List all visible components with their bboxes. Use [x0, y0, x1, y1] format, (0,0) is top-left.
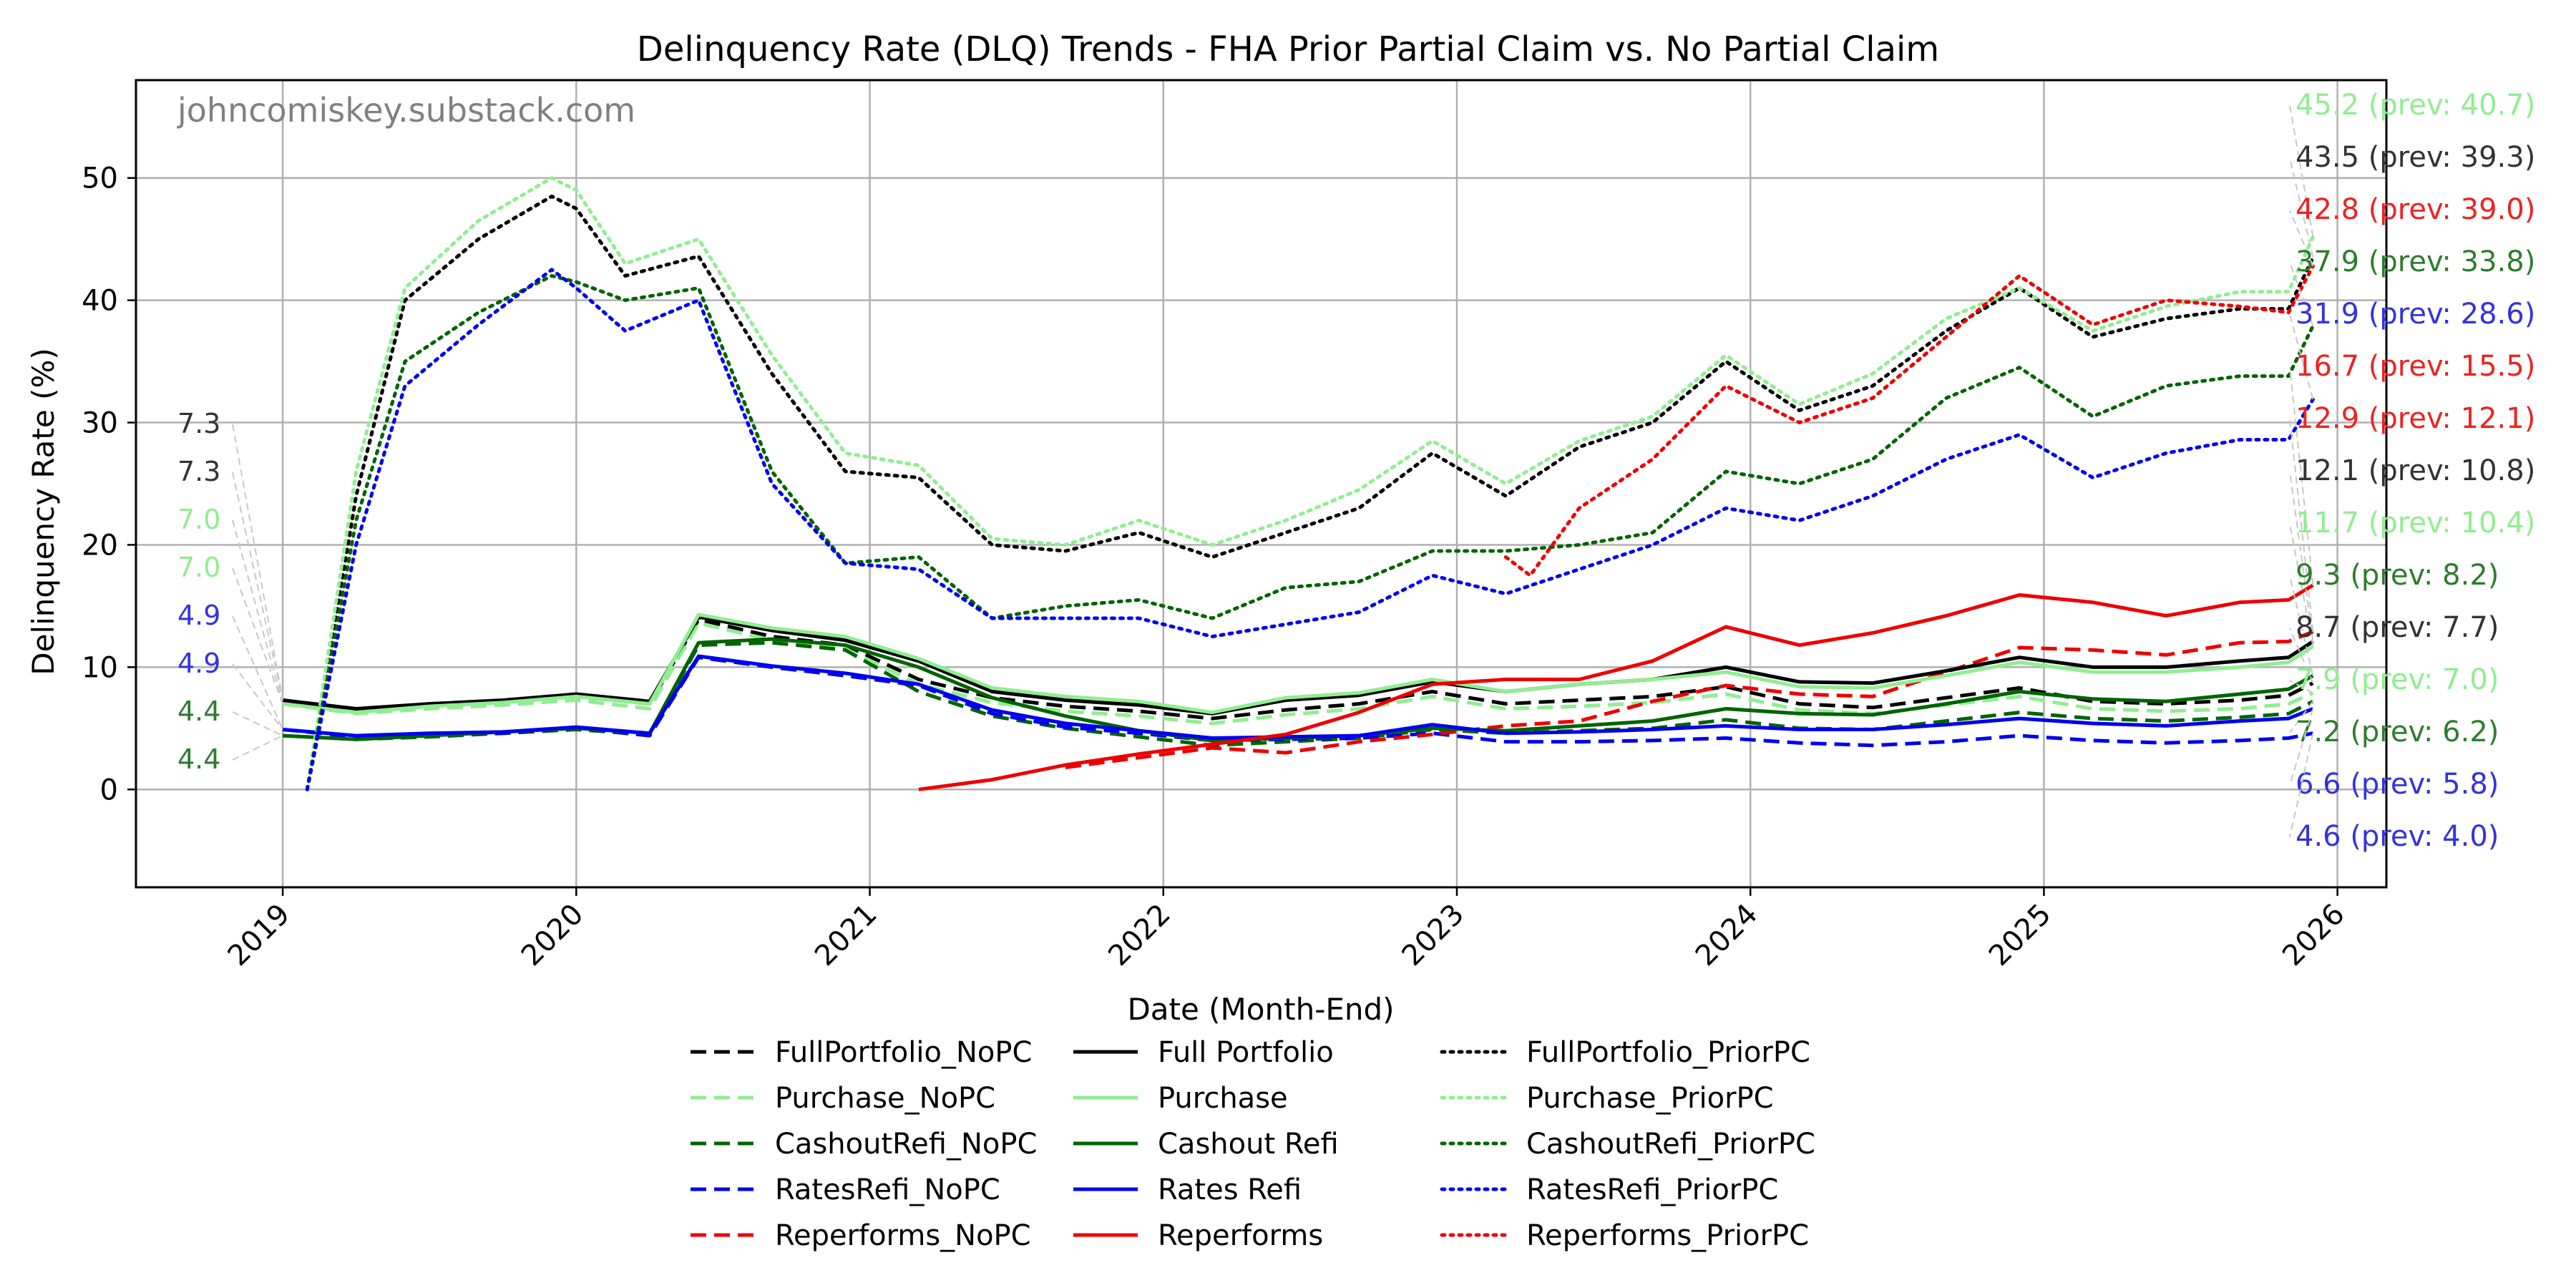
start-labels: 7.3 7.3 7.0 7.0 4.9 4.9 4.4 4.4 [177, 408, 284, 775]
start-label: 7.0 [177, 552, 220, 583]
start-label-leader [232, 424, 284, 701]
end-label: 9.3 (prev: 8.2) [2296, 559, 2499, 592]
watermark: johncomiskey.substack.com [177, 91, 635, 130]
legend-label: CashoutRefi_PriorPC [1526, 1128, 1815, 1161]
y-axis-label: Delinquency Rate (%) [26, 348, 61, 675]
start-label-leader [232, 519, 284, 704]
end-label: 12.1 (prev: 10.8) [2296, 454, 2535, 487]
start-label: 4.4 [177, 743, 220, 775]
legend-label: RatesRefi_NoPC [775, 1174, 1000, 1206]
start-label-leader [232, 615, 284, 730]
x-tick-label: 2025 [1983, 898, 2058, 973]
end-label: 45.2 (prev: 40.7) [2296, 89, 2535, 122]
y-tick-label: 40 [82, 285, 118, 318]
series-line-reperforms [918, 583, 2314, 791]
end-label: 43.5 (prev: 39.3) [2296, 141, 2535, 174]
series-line-purchase-priorpc [305, 176, 2315, 791]
legend-label: Reperforms [1158, 1219, 1323, 1252]
series-line-reperforms-nopc [1065, 630, 2314, 769]
start-label-leader [232, 663, 283, 731]
end-label: 11.7 (prev: 10.4) [2296, 507, 2535, 540]
end-label: 8.7 (prev: 7.7) [2296, 611, 2499, 644]
end-label: 42.8 (prev: 39.0) [2296, 193, 2535, 226]
end-label-leader [2289, 419, 2314, 632]
legend-label: Rates Refi [1158, 1174, 1302, 1206]
legend-label: Cashout Refi [1158, 1128, 1339, 1161]
y-tick-label: 30 [82, 407, 118, 440]
legend-label: FullPortfolio_NoPC [775, 1036, 1032, 1069]
end-label-leader [2289, 733, 2314, 838]
start-label: 7.3 [177, 408, 220, 439]
end-label-leader [2289, 523, 2314, 647]
end-label-leader [2289, 628, 2314, 683]
start-label-leader [232, 472, 284, 701]
y-tick-label: 10 [82, 651, 118, 684]
start-label: 4.9 [177, 600, 220, 631]
end-label: 12.9 (prev: 12.1) [2296, 402, 2535, 435]
x-tick-label: 2023 [1396, 898, 1471, 973]
x-tick-label: 2026 [2276, 898, 2351, 973]
legend-label: Reperforms_NoPC [775, 1219, 1031, 1252]
legend-label: Purchase [1158, 1082, 1288, 1115]
end-label: 16.7 (prev: 15.5) [2296, 350, 2535, 383]
end-label-leader [2289, 366, 2314, 585]
end-label: 4.6 (prev: 4.0) [2296, 820, 2499, 853]
end-label-leader [2289, 157, 2314, 258]
series-line-rates-refi [282, 654, 2314, 740]
legend-label: FullPortfolio_PriorPC [1526, 1036, 1810, 1069]
y-tick-label: 20 [82, 529, 118, 562]
end-label-leader [2289, 471, 2314, 642]
series-line-cashoutrefi-priorpc [305, 274, 2315, 791]
y-tick-label: 50 [82, 162, 118, 195]
legend-label: Purchase_NoPC [775, 1082, 995, 1115]
series-line-fullportfolio-priorpc [305, 194, 2315, 791]
end-label: 31.9 (prev: 28.6) [2296, 298, 2535, 331]
end-label-leader [2289, 575, 2314, 676]
start-label: 4.4 [177, 696, 220, 727]
end-label-leader [2289, 314, 2314, 400]
end-label-leader [2289, 701, 2314, 733]
series-line-reperforms-priorpc [1503, 264, 2315, 577]
x-tick-label: 2020 [515, 898, 590, 973]
y-tick-label: 0 [100, 774, 118, 806]
series-line-fullportfolio-nopc [282, 618, 2314, 721]
series-line-full-portfolio [282, 615, 2314, 716]
series-line-purchase [282, 613, 2314, 715]
start-label: 4.9 [177, 648, 220, 679]
start-label: 7.3 [177, 456, 220, 487]
legend-label: Purchase_PriorPC [1526, 1082, 1774, 1115]
legend-label: CashoutRefi_NoPC [775, 1128, 1037, 1161]
start-label: 7.0 [177, 504, 220, 535]
start-label-leader [232, 567, 284, 704]
start-label-leader [232, 711, 283, 736]
plot-frame [135, 79, 2388, 889]
series-line-purchase-nopc [282, 621, 2314, 726]
end-label: 7.9 (prev: 7.0) [2296, 663, 2499, 696]
end-label-leader [2289, 210, 2314, 267]
end-label-leader [2289, 708, 2314, 786]
legend-label: Reperforms_PriorPC [1526, 1219, 1809, 1252]
series-line-ratesrefi-priorpc [305, 268, 2315, 791]
series-lines [282, 176, 2315, 791]
end-label: 7.2 (prev: 6.2) [2296, 716, 2499, 748]
grid [136, 80, 2386, 887]
legend-label: RatesRefi_PriorPC [1526, 1174, 1778, 1206]
legend: FullPortfolio_NoPC Purchase_NoPC CashoutRe… [691, 1036, 1815, 1252]
x-tick-label: 2024 [1689, 898, 1765, 973]
chart-title: Delinquency Rate (DLQ) Trends - FHA Prio… [637, 29, 1939, 69]
x-tick-label: 2022 [1102, 898, 1177, 973]
x-tick-label: 2021 [809, 898, 884, 973]
end-label: 6.6 (prev: 5.8) [2296, 768, 2499, 801]
x-tick-label: 2019 [222, 898, 297, 973]
end-label: 37.9 (prev: 33.8) [2296, 245, 2535, 278]
x-axis-label: Date (Month-End) [1127, 992, 1394, 1027]
end-label-leader [2289, 680, 2313, 694]
series-line-ratesrefi-nopc [282, 655, 2313, 748]
end-labels: 45.2 (prev: 40.7) 43.5 (prev: 39.3) 42.8 (… [2289, 89, 2535, 853]
start-label-leader [232, 735, 283, 761]
legend-label: Full Portfolio [1158, 1036, 1334, 1069]
